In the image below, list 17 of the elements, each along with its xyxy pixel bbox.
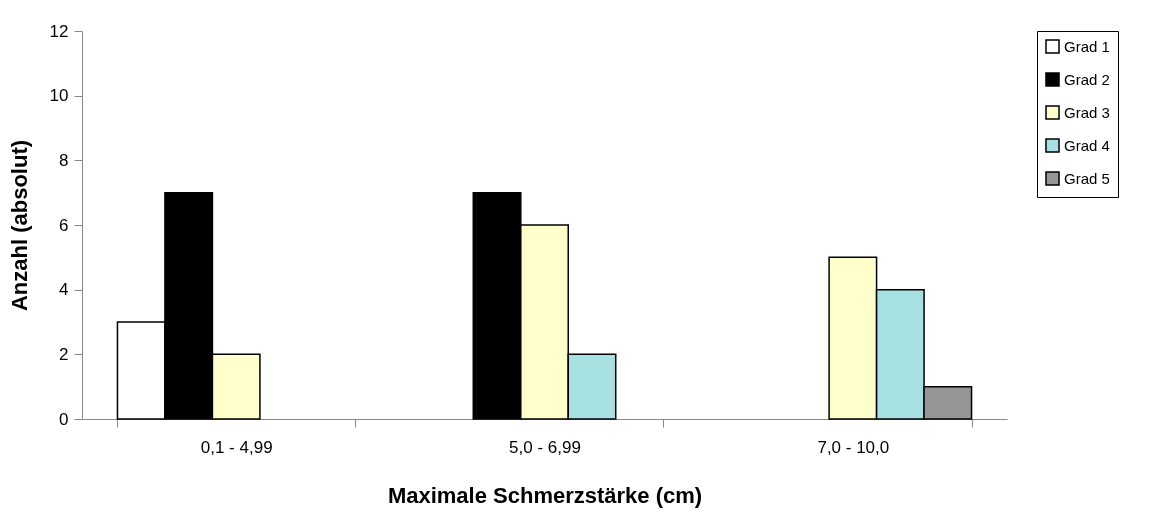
y-tick-label: 0 [59, 409, 69, 429]
legend-label: Grad 4 [1064, 136, 1110, 154]
y-tick-label: 8 [59, 150, 69, 170]
legend-label: Grad 2 [1064, 70, 1110, 88]
y-tick-label: 6 [59, 215, 69, 235]
x-tick-label: 7,0 - 10,0 [817, 437, 890, 457]
legend-label: Grad 3 [1064, 103, 1110, 121]
y-tick-label: 4 [59, 280, 69, 300]
y-axis-title: Anzahl (absolut) [6, 139, 32, 312]
x-tick-label: 0,1 - 4,99 [200, 437, 273, 457]
x-tick-label: 5,0 - 6,99 [509, 437, 581, 457]
legend-label: Grad 1 [1064, 37, 1110, 55]
x-axis-title: Maximale Schmerzstärke (cm) [387, 482, 703, 508]
legend-label: Grad 5 [1064, 169, 1110, 187]
y-tick-label: 10 [49, 86, 69, 106]
y-tick-label: 12 [49, 21, 69, 41]
y-tick-label: 2 [59, 344, 69, 364]
